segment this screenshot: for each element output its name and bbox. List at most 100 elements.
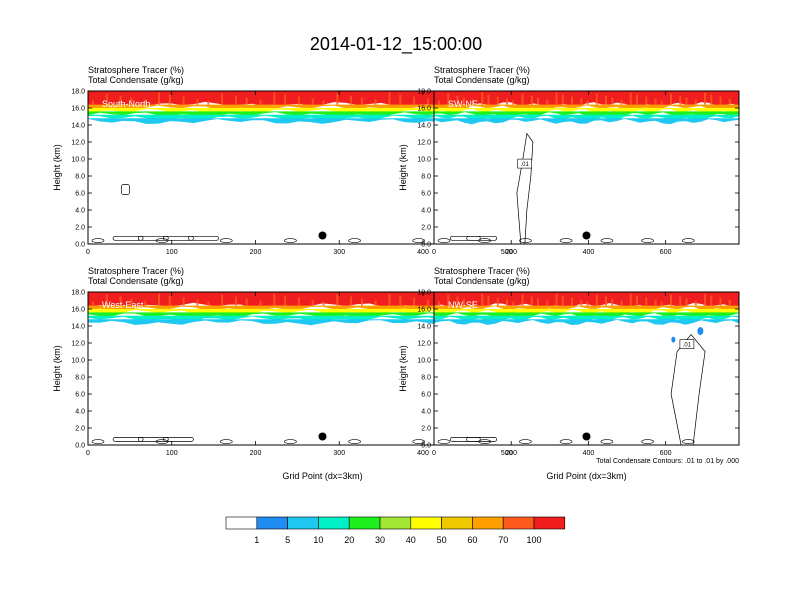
tracer-streak: [496, 297, 499, 306]
panel-header-line: Stratosphere Tracer (%): [88, 65, 184, 75]
tracer-streak: [670, 93, 672, 105]
x-tick-label: 400: [417, 249, 429, 256]
condensate-contour: [478, 238, 492, 243]
tracer-streak: [611, 298, 614, 306]
tracer-streak: [105, 294, 108, 306]
tracer-streak: [728, 98, 731, 105]
colorbar-swatch: [318, 516, 350, 530]
condensate-contour: [163, 235, 194, 241]
tracer-streak: [234, 296, 237, 306]
condensate-contour: [91, 238, 105, 243]
colorbar-label: 30: [375, 535, 385, 545]
tracer-streak: [679, 296, 682, 306]
condensate-contour: [437, 439, 451, 444]
condensate-contour: [112, 437, 144, 442]
y-tick-label: 12.0: [71, 140, 85, 147]
colorbar-swatch: [225, 516, 258, 530]
y-tick-label: 18.0: [417, 89, 431, 96]
y-tick-label: 2.0: [421, 426, 431, 433]
tracer-layer-10: [434, 114, 739, 121]
condensate-contour: [478, 439, 492, 444]
condensate-contour: [412, 439, 426, 444]
condensate-contour: [600, 439, 614, 444]
tracer-streak: [537, 298, 539, 306]
condensate-contour: [559, 439, 573, 444]
tracer-streak: [506, 98, 508, 105]
figure-title: 2014-01-12_15:00:00: [310, 34, 482, 55]
tracer-streak: [374, 99, 377, 105]
x-tick-label: 100: [166, 249, 178, 256]
tracer-blob: [671, 336, 676, 343]
tracer-streak: [530, 95, 533, 105]
colorbar-label: 20: [344, 535, 354, 545]
tracer-streak: [284, 295, 287, 306]
y-tick-label: 6.0: [421, 392, 431, 399]
tracer-streak: [322, 301, 325, 306]
x-tick-label: 200: [505, 249, 517, 256]
condensate-contour: [641, 238, 654, 243]
y-tick-label: 10.0: [417, 358, 431, 365]
x-tick-label: 0: [86, 249, 90, 256]
x-tick-label: 300: [333, 249, 345, 256]
colorbar-label: 100: [526, 535, 541, 545]
tracer-streak: [645, 297, 648, 306]
tracer-streak: [456, 296, 459, 306]
tracer-layer-60: [434, 104, 739, 111]
tracer-streak: [512, 301, 515, 306]
y-tick-label: 18.0: [417, 290, 431, 297]
tracer-layer-20: [434, 312, 739, 319]
tracer-streak: [119, 95, 122, 105]
y-tick-label: 0.0: [75, 443, 85, 450]
colorbar-label: 5: [285, 535, 290, 545]
tracer-layer-60: [434, 305, 739, 312]
tracer-streak: [728, 299, 731, 306]
tracer-streak: [481, 293, 484, 306]
location-marker: [582, 432, 591, 441]
tracer-streak: [130, 97, 133, 105]
tracer-streak: [350, 296, 353, 306]
contour-label: .01: [521, 162, 530, 168]
tracer-streak: [595, 93, 598, 105]
tracer-streak: [660, 100, 663, 105]
tracer-streak: [221, 93, 224, 105]
tracer-streak: [629, 92, 632, 105]
tracer-streak: [670, 294, 672, 306]
condensate-contour: [412, 238, 426, 243]
tracer-streak: [119, 296, 122, 306]
colorbar-label: 1: [254, 535, 259, 545]
colorbar-swatch: [441, 516, 473, 530]
tracer-streak: [571, 96, 573, 105]
tracer-streak: [259, 99, 262, 105]
tracer-streak: [561, 295, 564, 306]
tracer-streak: [168, 295, 171, 306]
tracer-streak: [611, 97, 614, 105]
tracer-streak: [426, 299, 429, 306]
colorbar-swatch: [472, 516, 504, 530]
tracer-streak: [399, 295, 402, 306]
cross-section-label: South-North: [102, 99, 151, 109]
y-tick-label: 10.0: [71, 157, 85, 164]
tracer-streak: [447, 294, 450, 306]
condensate-contour: [437, 238, 451, 243]
tracer-streak: [704, 293, 706, 306]
tracer-streak: [105, 93, 108, 105]
x-tick-label: 600: [660, 249, 672, 256]
panel-header-line: Stratosphere Tracer (%): [88, 266, 184, 276]
colorbar-swatch: [533, 516, 566, 530]
tracer-streak: [710, 295, 713, 306]
y-tick-label: 12.0: [71, 341, 85, 348]
y-tick-label: 8.0: [421, 375, 431, 382]
tracer-streak: [360, 97, 363, 105]
x-tick-label: 500: [501, 450, 513, 457]
tracer-streak: [487, 295, 490, 306]
x-tick-label: 0: [432, 249, 436, 256]
tracer-streak: [196, 299, 199, 306]
tracer-streak: [605, 296, 607, 306]
x-tick-label: 100: [166, 450, 178, 457]
x-tick-label: 400: [583, 249, 595, 256]
condensate-contour: [681, 439, 695, 444]
condensate-contour: [220, 238, 233, 243]
tracer-streak: [694, 300, 697, 306]
tracer-streak: [629, 293, 632, 306]
